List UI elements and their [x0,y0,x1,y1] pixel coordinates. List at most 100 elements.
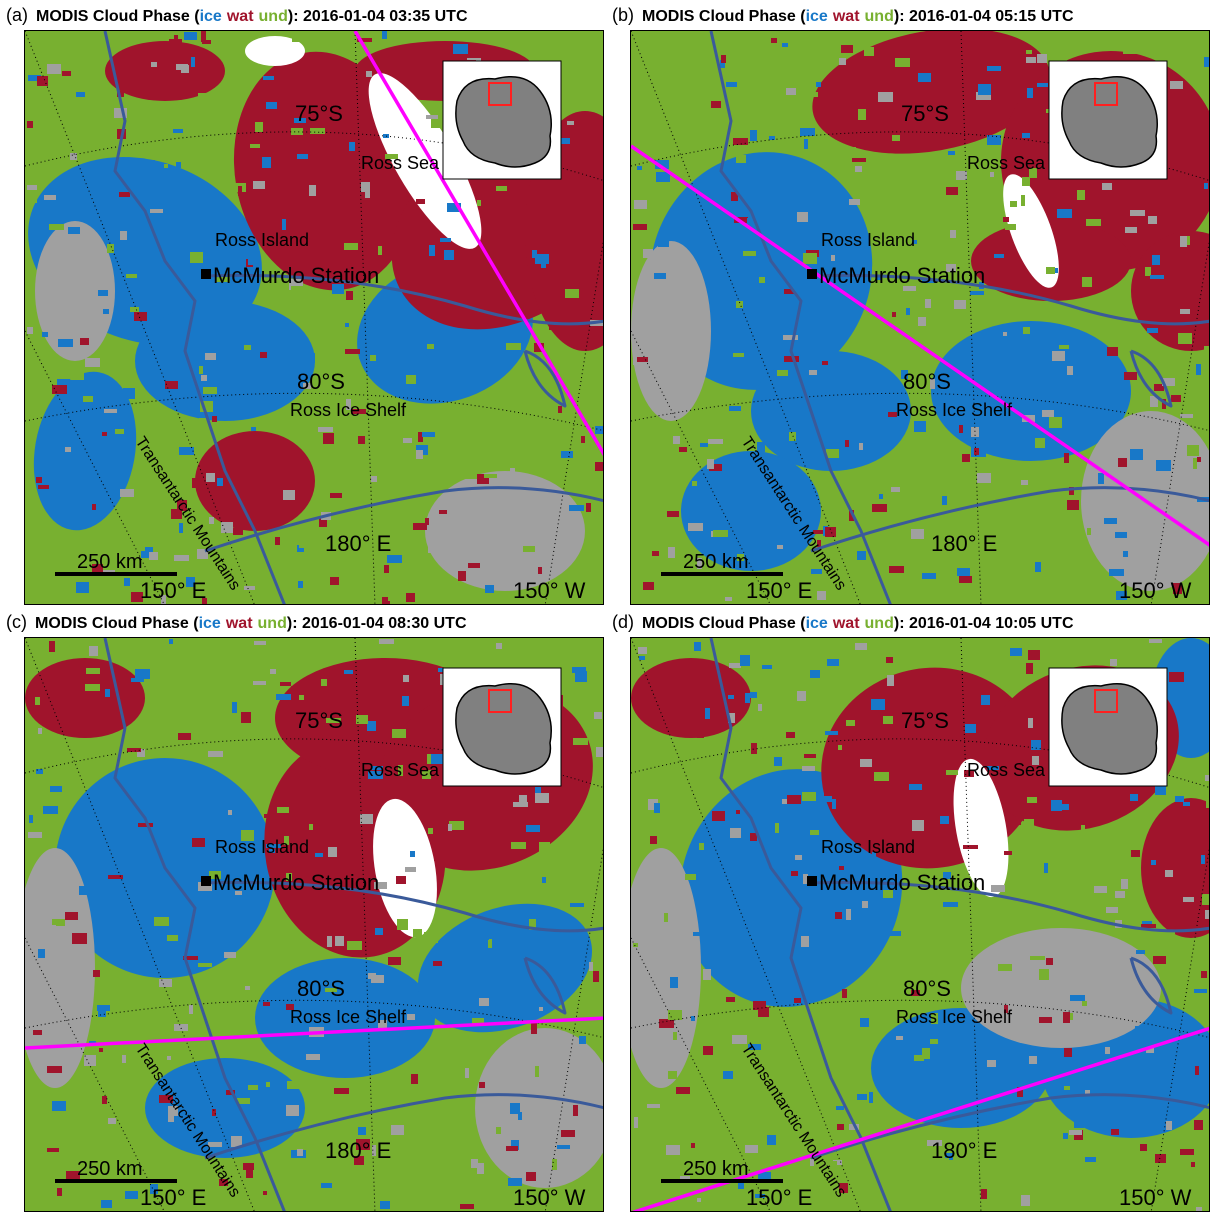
legend-wat: wat [225,615,253,632]
phase-pixel [573,1105,578,1116]
phase-pixel [1131,850,1140,857]
phase-pixel [594,712,602,719]
phase-pixel [259,795,268,800]
phase-pixel [85,684,100,691]
phase-pixel [849,510,854,521]
phase-pixel [713,530,728,537]
phase-pixel [1135,1026,1149,1032]
phase-pixel [738,67,751,76]
phase-pixel [818,40,829,51]
lon-180-label: 180° E [325,1138,391,1163]
phase-pixel [1192,1196,1201,1207]
phase-pixel [436,569,441,579]
phase-wat-area [812,31,1050,154]
phase-pixel [84,1055,96,1066]
phase-pixel [637,1134,647,1140]
phase-pixel [565,1081,574,1092]
title-suffix: ): [893,8,909,25]
phase-pixel [385,154,398,159]
phase-pixel [403,438,412,443]
phase-pixel [593,406,598,415]
phase-pixel [1094,886,1107,893]
phase-pixel [371,975,384,983]
phase-pixel [141,551,150,558]
phase-pixel [251,427,256,431]
phase-pixel [930,1039,938,1044]
phase-pixel [729,663,741,668]
phase-pixel [379,639,394,644]
phase-pixel [224,952,236,958]
phase-pixel [46,925,56,931]
phase-pixel [221,1174,231,1179]
lon-150e-line [25,31,255,604]
phase-pixel [1202,894,1209,905]
phase-pixel [656,172,670,182]
phase-regions [28,36,603,591]
phase-pixel [284,207,292,212]
phase-pixel [461,1145,467,1152]
phase-pixel [27,185,37,190]
phase-pixel [670,977,678,988]
phase-pixel [496,186,507,191]
phase-pixel [1030,956,1045,960]
phase-pixel [660,253,668,262]
phase-pixel [365,188,370,198]
region-highlight-box [488,689,512,713]
lon-180-label: 180° E [931,531,997,556]
grounding-line [204,486,603,553]
phase-pixel [138,823,153,827]
panel-letter: (b) [612,5,634,25]
phase-pixel [804,139,808,149]
phase-pixel [243,1163,254,1170]
phase-pixel [697,1198,701,1202]
roosevelt-island [523,349,567,408]
phase-pixel [747,218,761,229]
phase-pixel [835,912,842,919]
phase-pixel [1169,672,1184,682]
phase-pixel [407,1014,415,1020]
phase-pixel [1029,1056,1037,1064]
phase-pixel [968,1003,972,1007]
phase-pixel [1145,464,1149,469]
phase-pixel [29,815,33,823]
phase-pixel [757,442,765,452]
phase-pixel [238,186,242,196]
phase-pixel [740,1202,751,1210]
phase-pixel [79,886,92,895]
phase-pixel [53,652,58,659]
phase-pixel [405,867,416,872]
mcmurdo-marker [201,876,211,886]
phase-pixel [101,1200,112,1208]
phase-pixel [673,436,680,444]
phase-pixel [268,939,279,947]
phase-pixel [33,1030,42,1035]
cloud-phase-map: 75°S 80°S 150° E 180° E 150° W Ross Sea Ross I… [24,30,604,605]
phase-pixel [595,462,603,471]
cloud-phase-map: 75°S 80°S 150° E 180° E 150° W Ross Sea Ross I… [630,30,1210,605]
phase-pixel [731,192,738,201]
phase-pixel [673,1032,677,1040]
phase-pixel [654,803,660,813]
phase-pixel [427,754,433,764]
lon-150e-label: 150° E [140,578,206,603]
phase-pixel [192,478,202,488]
phase-pixel [1121,879,1128,889]
phase-pixel [639,656,645,660]
phase-pixel [912,820,924,831]
phase-wat-area [195,431,315,531]
phase-pixel [538,38,547,46]
ice-shelf-front [204,880,603,933]
phase-pixel [827,659,839,666]
phase-pixel [892,312,896,317]
phase-pixel [218,744,222,751]
phase-pixel [431,754,444,764]
phase-pixel [212,1109,216,1116]
phase-pixel [683,166,695,175]
phase-pixel [130,307,139,312]
phase-pixel [228,577,237,587]
phase-pixel [173,129,183,133]
phase-pixel [1003,217,1009,222]
phase-pixel [736,810,740,814]
phase-pixel [1124,372,1137,380]
phase-pixel [47,1148,59,1152]
